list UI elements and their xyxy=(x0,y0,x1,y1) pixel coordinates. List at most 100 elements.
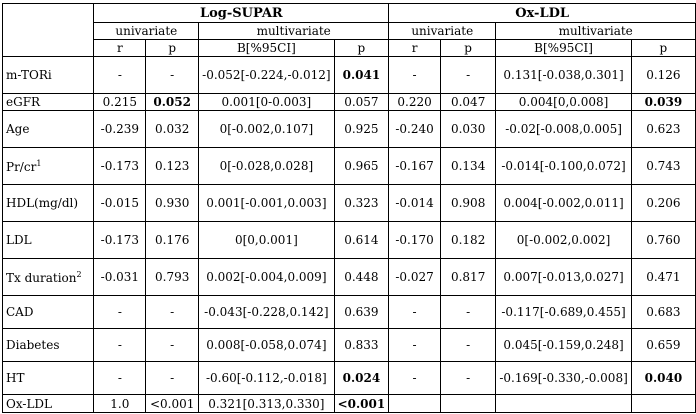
row-label: Tx duration2 xyxy=(1,258,95,296)
table-cell xyxy=(439,394,497,413)
table-cell: 0.793 xyxy=(145,258,200,296)
row-label-text: Age xyxy=(6,122,30,136)
table-cell: 1.0 xyxy=(93,394,147,413)
row-label-text: LDL xyxy=(6,233,32,247)
table-cell: 0.045[-0.159,0.248] xyxy=(495,328,632,362)
row-label: Age xyxy=(1,110,95,148)
row-label-text: CAD xyxy=(6,305,34,319)
table-cell: 0.471 xyxy=(630,258,696,296)
row-label: HT xyxy=(1,361,95,395)
table-cell: 0.614 xyxy=(333,221,390,259)
table-row: Ox-LDL 1.0 <0.001 0.321[0.313,0.330] <0.001 xyxy=(1,394,696,413)
table-cell: 0.047 xyxy=(439,93,497,111)
table-cell: 0.925 xyxy=(333,110,390,148)
table-row: m-TORi - - -0.052[-0.224,-0.012] 0.041- -0.13… xyxy=(1,56,696,94)
table-cell: -0.014[-0.100,0.072] xyxy=(495,147,632,185)
row-label-text: HT xyxy=(6,371,25,385)
table-cell: 0.041 xyxy=(333,56,390,94)
table-cell: - xyxy=(439,295,497,329)
table-cell: 0.030 xyxy=(439,110,497,148)
table-cell: 0[-0.028,0.028] xyxy=(198,147,335,185)
table-cell: 0.639 xyxy=(333,295,390,329)
table-cell: -0.014 xyxy=(388,184,441,222)
table-cell: 0.623 xyxy=(630,110,696,148)
row-label-text: Tx duration xyxy=(6,270,77,285)
column-header: B[%95CI] xyxy=(495,39,632,57)
table-cell: 0[-0.002,0.002] xyxy=(495,221,632,259)
table-cell: 0.833 xyxy=(333,328,390,362)
row-label-text: Ox-LDL xyxy=(6,396,53,411)
table-cell: 0.004[-0.002,0.011] xyxy=(495,184,632,222)
group-header-log-supar: Log-SUPAR xyxy=(93,3,390,23)
table-cell: <0.001 xyxy=(145,394,200,413)
table-cell: 0.908 xyxy=(439,184,497,222)
table-cell: -0.015 xyxy=(93,184,147,222)
row-label: Diabetes xyxy=(1,328,95,362)
table-cell: -0.117[-0.689,0.455] xyxy=(495,295,632,329)
table-cell: 0.760 xyxy=(630,221,696,259)
table-cell: -0.239 xyxy=(93,110,147,148)
subgroup-univariate-1: univariate xyxy=(93,22,200,40)
row-label-text: HDL(mg/dl) xyxy=(6,196,79,210)
footnote-marker: 2 xyxy=(76,269,82,279)
table-cell: 0.683 xyxy=(630,295,696,329)
table-cell: 0.007[-0.013,0.027] xyxy=(495,258,632,296)
column-header: p xyxy=(439,39,497,57)
table-cell: 0.215 xyxy=(93,93,147,111)
table-cell: - xyxy=(388,361,441,395)
table-cell: -0.173 xyxy=(93,147,147,185)
row-label: CAD xyxy=(1,295,95,329)
table-row: CAD - - -0.043[-0.228,0.142] 0.639- - -0.117[-… xyxy=(1,295,696,329)
table-row: Pr/cr1 -0.173 0.123 0[-0.028,0.028] 0.965 -0.… xyxy=(1,147,696,185)
table-cell: - xyxy=(145,328,200,362)
table-cell: 0.032 xyxy=(145,110,200,148)
table-cell: 0.321[0.313,0.330] xyxy=(198,394,335,413)
row-label: m-TORi xyxy=(1,56,95,94)
table-cell: -0.240 xyxy=(388,110,441,148)
row-label: Ox-LDL xyxy=(1,394,95,413)
table-cell: -0.02[-0.008,0.005] xyxy=(495,110,632,148)
table-row: Age -0.239 0.032 0[-0.002,0.107] 0.925 -0.240… xyxy=(1,110,696,148)
table-cell: - xyxy=(439,56,497,94)
table-cell: 0.182 xyxy=(439,221,497,259)
subgroup-multivariate-2: multivariate xyxy=(495,22,696,40)
table-cell: 0[0,0.001] xyxy=(198,221,335,259)
subgroup-univariate-2: univariate xyxy=(388,22,497,40)
table-cell: 0.817 xyxy=(439,258,497,296)
row-label-text: Diabetes xyxy=(6,338,60,352)
column-header: B[%95CI] xyxy=(198,39,335,57)
table-cell: 0.002[-0.004,0.009] xyxy=(198,258,335,296)
row-label-text: eGFR xyxy=(6,95,41,109)
table-cell: 0.965 xyxy=(333,147,390,185)
table-cell: - xyxy=(388,295,441,329)
table-cell xyxy=(630,394,696,413)
column-header: p xyxy=(145,39,200,57)
table-cell: 0.131[-0.038,0.301] xyxy=(495,56,632,94)
table-row: LDL -0.173 0.176 0[0,0.001] 0.614 -0.170 0.182… xyxy=(1,221,696,259)
table-cell: 0.206 xyxy=(630,184,696,222)
table-cell: 0.659 xyxy=(630,328,696,362)
table-cell: -0.052[-0.224,-0.012] xyxy=(198,56,335,94)
table-cell: -0.027 xyxy=(388,258,441,296)
table-cell: 0.008[-0.058,0.074] xyxy=(198,328,335,362)
table-row: Tx duration2 -0.031 0.793 0.002[-0.004,0.00… xyxy=(1,258,696,296)
table-cell: - xyxy=(439,328,497,362)
table-cell: 0.126 xyxy=(630,56,696,94)
table-cell: 0.024 xyxy=(333,361,390,395)
table-cell: 0.004[0,0.008] xyxy=(495,93,632,111)
table-cell: - xyxy=(145,56,200,94)
table-cell: 0.323 xyxy=(333,184,390,222)
table-cell: -0.169[-0.330,-0.008] xyxy=(495,361,632,395)
row-label: eGFR xyxy=(1,93,95,111)
column-header: p xyxy=(630,39,696,57)
footnote-marker: 1 xyxy=(36,158,42,168)
corner-cell xyxy=(1,3,95,57)
row-label: HDL(mg/dl) xyxy=(1,184,95,222)
table-row: HT - - -0.60[-0.112,-0.018] 0.024- - -0.169[-0… xyxy=(1,361,696,395)
table-cell: 0.448 xyxy=(333,258,390,296)
table-cell: 0.134 xyxy=(439,147,497,185)
table-cell: 0.220 xyxy=(388,93,441,111)
table-cell: - xyxy=(145,295,200,329)
table-cell: 0.930 xyxy=(145,184,200,222)
table-cell: - xyxy=(388,56,441,94)
